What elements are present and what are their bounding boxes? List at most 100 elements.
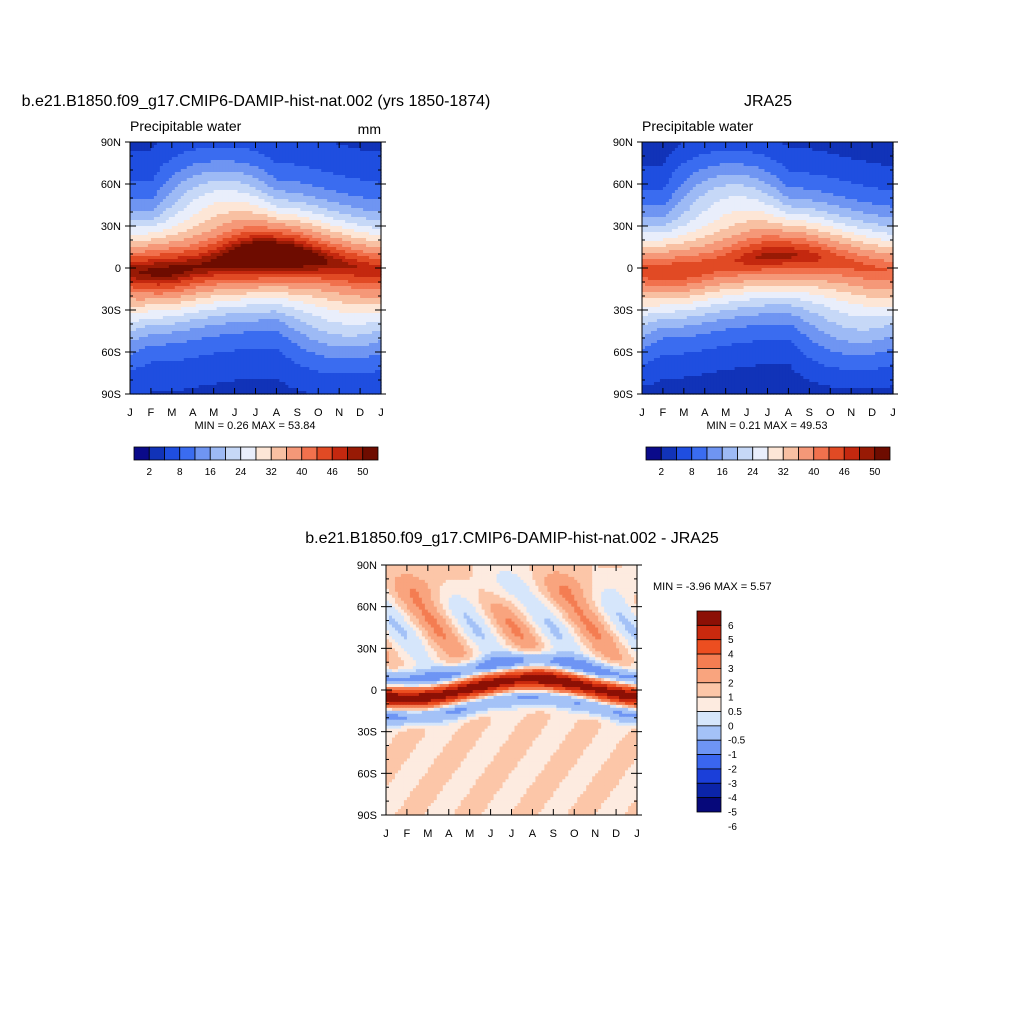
field-cell (183, 181, 188, 185)
field-cell (285, 244, 289, 248)
field-cell (255, 223, 260, 227)
field-cell (168, 223, 173, 227)
field-cell (288, 220, 292, 224)
field-cell (261, 244, 266, 248)
field-cell (249, 205, 254, 209)
field-cell (300, 160, 304, 164)
field-cell (249, 184, 254, 188)
field-cell (300, 166, 304, 170)
field-cell (285, 187, 289, 191)
field-cell (318, 199, 322, 203)
field-cell (294, 166, 298, 170)
field-cell (333, 193, 337, 197)
field-cell (258, 154, 263, 158)
field-cell (360, 169, 364, 173)
field-cell (324, 235, 328, 239)
field-cell (165, 196, 170, 200)
field-cell (294, 190, 298, 194)
field-cell (372, 160, 376, 164)
field-cell (324, 229, 328, 233)
field-cell (249, 208, 254, 212)
field-cell (207, 160, 212, 164)
field-cell (252, 205, 257, 209)
field-cell (246, 220, 251, 224)
field-cell (183, 154, 188, 158)
field-cell (168, 175, 173, 179)
field-cell (147, 172, 152, 176)
field-cell (297, 211, 301, 215)
field-cell (270, 151, 275, 155)
field-cell (342, 223, 346, 227)
field-cell (130, 181, 134, 185)
field-cell (132, 229, 137, 233)
field-cell (135, 214, 140, 218)
field-cell (240, 244, 245, 248)
field-cell (237, 217, 242, 221)
field-cell (162, 226, 167, 230)
field-cell (297, 148, 301, 152)
field-cell (339, 202, 343, 206)
field-cell (141, 220, 146, 224)
field-cell (330, 181, 334, 185)
field-cell (195, 226, 200, 230)
field-cell (255, 154, 260, 158)
field-cell (357, 166, 361, 170)
field-cell (318, 241, 322, 245)
field-cell (204, 244, 209, 248)
field-cell (141, 169, 146, 173)
field-cell (186, 226, 191, 230)
field-cell (318, 205, 322, 209)
field-cell (189, 235, 194, 239)
field-cell (156, 157, 161, 161)
field-cell (204, 187, 209, 191)
field-cell (219, 193, 224, 197)
field-cell (186, 178, 191, 182)
field-cell (294, 181, 298, 185)
field-cell (255, 145, 260, 149)
field-cell (249, 145, 254, 149)
field-cell (369, 229, 373, 233)
field-cell (180, 223, 185, 227)
field-cell (213, 238, 218, 242)
field-cell (171, 226, 176, 230)
field-cell (327, 193, 331, 197)
field-cell (130, 145, 134, 149)
field-cell (339, 184, 343, 188)
field-cell (282, 169, 286, 173)
field-cell (165, 226, 170, 230)
field-cell (267, 148, 272, 152)
field-cell (237, 142, 242, 146)
field-cell (192, 220, 197, 224)
field-cell (177, 148, 182, 152)
field-cell (327, 241, 331, 245)
field-cell (177, 241, 182, 245)
field-cell (306, 175, 310, 179)
field-cell (285, 238, 289, 242)
field-cell (240, 175, 245, 179)
field-cell (243, 154, 248, 158)
field-cell (264, 208, 269, 212)
field-cell (306, 151, 310, 155)
field-cell (360, 166, 364, 170)
field-cell (258, 178, 263, 182)
field-cell (327, 208, 331, 212)
field-cell (216, 193, 221, 197)
field-cell (141, 145, 146, 149)
field-cell (222, 187, 227, 191)
field-cell (282, 166, 286, 170)
field-cell (375, 148, 379, 152)
field-cell (267, 184, 272, 188)
field-cell (132, 142, 137, 146)
field-cell (225, 184, 230, 188)
field-cell (258, 160, 263, 164)
field-cell (303, 223, 307, 227)
field-cell (234, 229, 239, 233)
field-cell (147, 163, 152, 167)
field-cell (264, 154, 269, 158)
field-cell (240, 196, 245, 200)
field-cell (351, 220, 355, 224)
field-cell (201, 199, 206, 203)
field-cell (180, 238, 185, 242)
field-cell (195, 211, 200, 215)
field-cell (130, 175, 134, 179)
